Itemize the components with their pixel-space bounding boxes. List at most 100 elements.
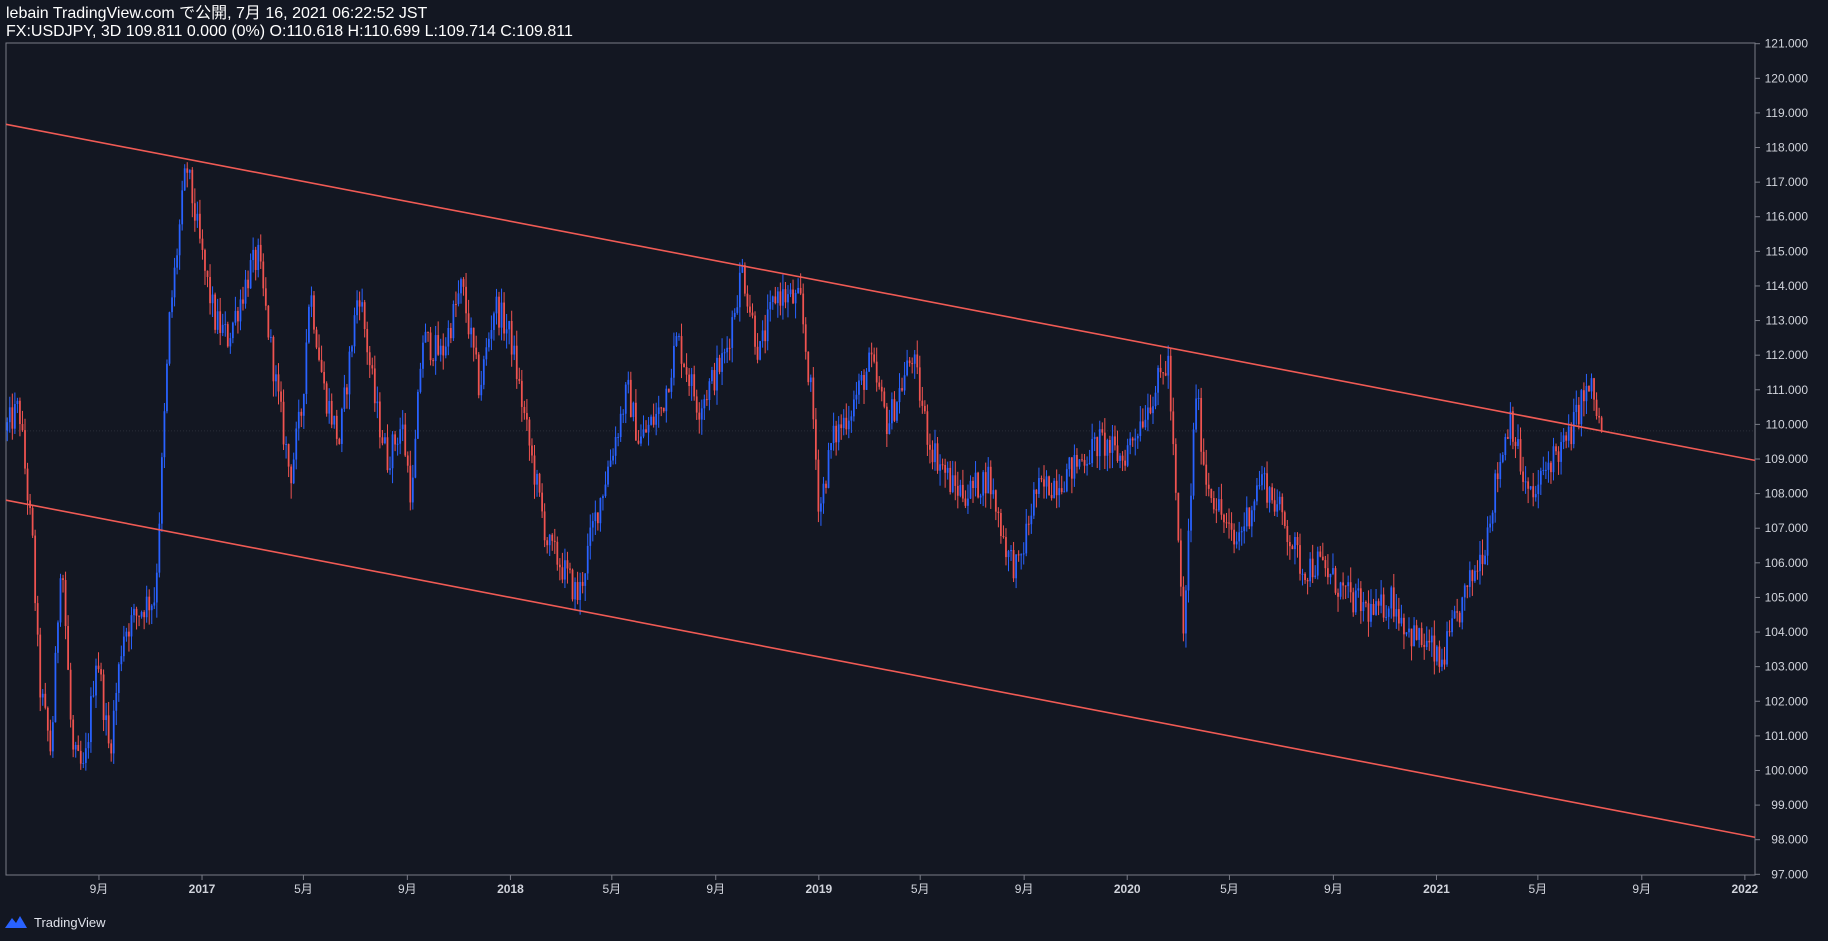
- candle-down: [26, 468, 29, 501]
- candle-up: [340, 408, 343, 444]
- candle-up: [153, 602, 156, 606]
- candle-up: [417, 391, 419, 439]
- candle-up: [1332, 568, 1334, 574]
- candle-up: [789, 289, 792, 295]
- candle-down: [807, 351, 810, 383]
- candle-up: [482, 359, 485, 385]
- candle-down: [135, 608, 138, 616]
- candle-down: [936, 443, 939, 471]
- y-tick-label: 115.000: [1766, 244, 1809, 258]
- candle-up: [434, 335, 437, 362]
- candle-down: [685, 367, 688, 375]
- candle-down: [1002, 536, 1005, 538]
- candle-up: [1309, 558, 1312, 582]
- candle-down: [1035, 489, 1038, 494]
- candle-down: [34, 535, 37, 604]
- candle-up: [285, 444, 287, 446]
- candle-down: [186, 168, 189, 173]
- candle-down: [660, 407, 663, 409]
- candle-down: [300, 411, 303, 416]
- candle-up: [855, 394, 858, 400]
- candle-up: [1192, 429, 1195, 496]
- candle-down: [1304, 573, 1306, 581]
- candle-down: [204, 249, 206, 271]
- candle-down: [1372, 604, 1375, 615]
- candle-up: [1314, 575, 1317, 578]
- candle-down: [262, 261, 265, 289]
- symbol-ohlc-info: FX:USDJPY, 3D 109.811 0.000 (0%) O:110.6…: [6, 23, 573, 40]
- candle-up: [54, 652, 57, 723]
- candle-down: [1532, 486, 1535, 498]
- candle-up: [74, 744, 77, 750]
- candle-up: [239, 299, 242, 322]
- candle-up: [231, 322, 234, 339]
- candle-up: [1418, 628, 1421, 640]
- candle-up: [1025, 523, 1028, 554]
- y-tick-label: 121.000: [1765, 37, 1809, 51]
- candle-down: [1177, 492, 1180, 541]
- candle-up: [1243, 526, 1246, 532]
- candle-up: [513, 345, 516, 355]
- candle-up: [505, 329, 508, 334]
- candle-up: [1362, 602, 1365, 612]
- candle-up: [574, 582, 576, 600]
- candle-up: [297, 411, 300, 429]
- candle-up: [1474, 570, 1476, 582]
- candle-up: [1524, 481, 1527, 483]
- candle-down: [835, 425, 838, 443]
- candle-down: [1207, 484, 1210, 489]
- y-tick-label: 113.000: [1766, 314, 1809, 328]
- candle-up: [716, 357, 718, 391]
- candle-up: [13, 404, 16, 429]
- candle-down: [1443, 659, 1446, 665]
- candle-up: [292, 459, 295, 484]
- candle-down: [916, 354, 919, 368]
- candle-up: [41, 693, 44, 698]
- candle-down: [926, 411, 929, 445]
- candle-down: [503, 302, 505, 334]
- candle-up: [617, 437, 620, 439]
- candle-up: [130, 615, 133, 637]
- candle-down: [804, 324, 807, 352]
- candle-up: [295, 428, 298, 460]
- candle-down: [358, 300, 361, 307]
- candle-down: [845, 417, 848, 430]
- candle-down: [472, 327, 475, 348]
- candle-down: [259, 244, 262, 262]
- candle-up: [979, 495, 982, 498]
- candle-down: [1299, 545, 1301, 574]
- candle-up: [1253, 501, 1256, 511]
- candle-down: [683, 363, 685, 368]
- candle-up: [782, 289, 784, 306]
- candle-up: [1093, 437, 1096, 439]
- candle-down: [193, 203, 196, 221]
- candle-up: [794, 292, 797, 304]
- candle-down: [1337, 592, 1339, 597]
- candle-up: [424, 331, 427, 343]
- candle-down: [698, 412, 701, 420]
- candle-up: [731, 317, 734, 348]
- candle-up: [591, 521, 594, 528]
- candle-down: [1550, 462, 1552, 473]
- candle-up: [827, 450, 830, 488]
- candle-up: [84, 748, 87, 763]
- candle-down: [989, 466, 992, 495]
- candle-up: [117, 664, 120, 693]
- candle-down: [1040, 478, 1043, 480]
- candle-down: [1423, 644, 1426, 647]
- candle-up: [934, 443, 936, 463]
- candle-up: [1580, 390, 1583, 425]
- y-tick-label: 105.000: [1765, 590, 1809, 604]
- candle-up: [1068, 457, 1071, 470]
- candle-down: [206, 270, 209, 277]
- candle-up: [252, 249, 255, 261]
- candle-down: [997, 511, 1000, 514]
- candle-down: [1281, 496, 1284, 513]
- candle-up: [1078, 459, 1081, 467]
- candle-up: [1030, 515, 1033, 525]
- candle-up: [343, 387, 346, 409]
- trendline-upper: [6, 123, 1755, 462]
- candle-down: [442, 345, 445, 356]
- candle-down: [462, 279, 465, 287]
